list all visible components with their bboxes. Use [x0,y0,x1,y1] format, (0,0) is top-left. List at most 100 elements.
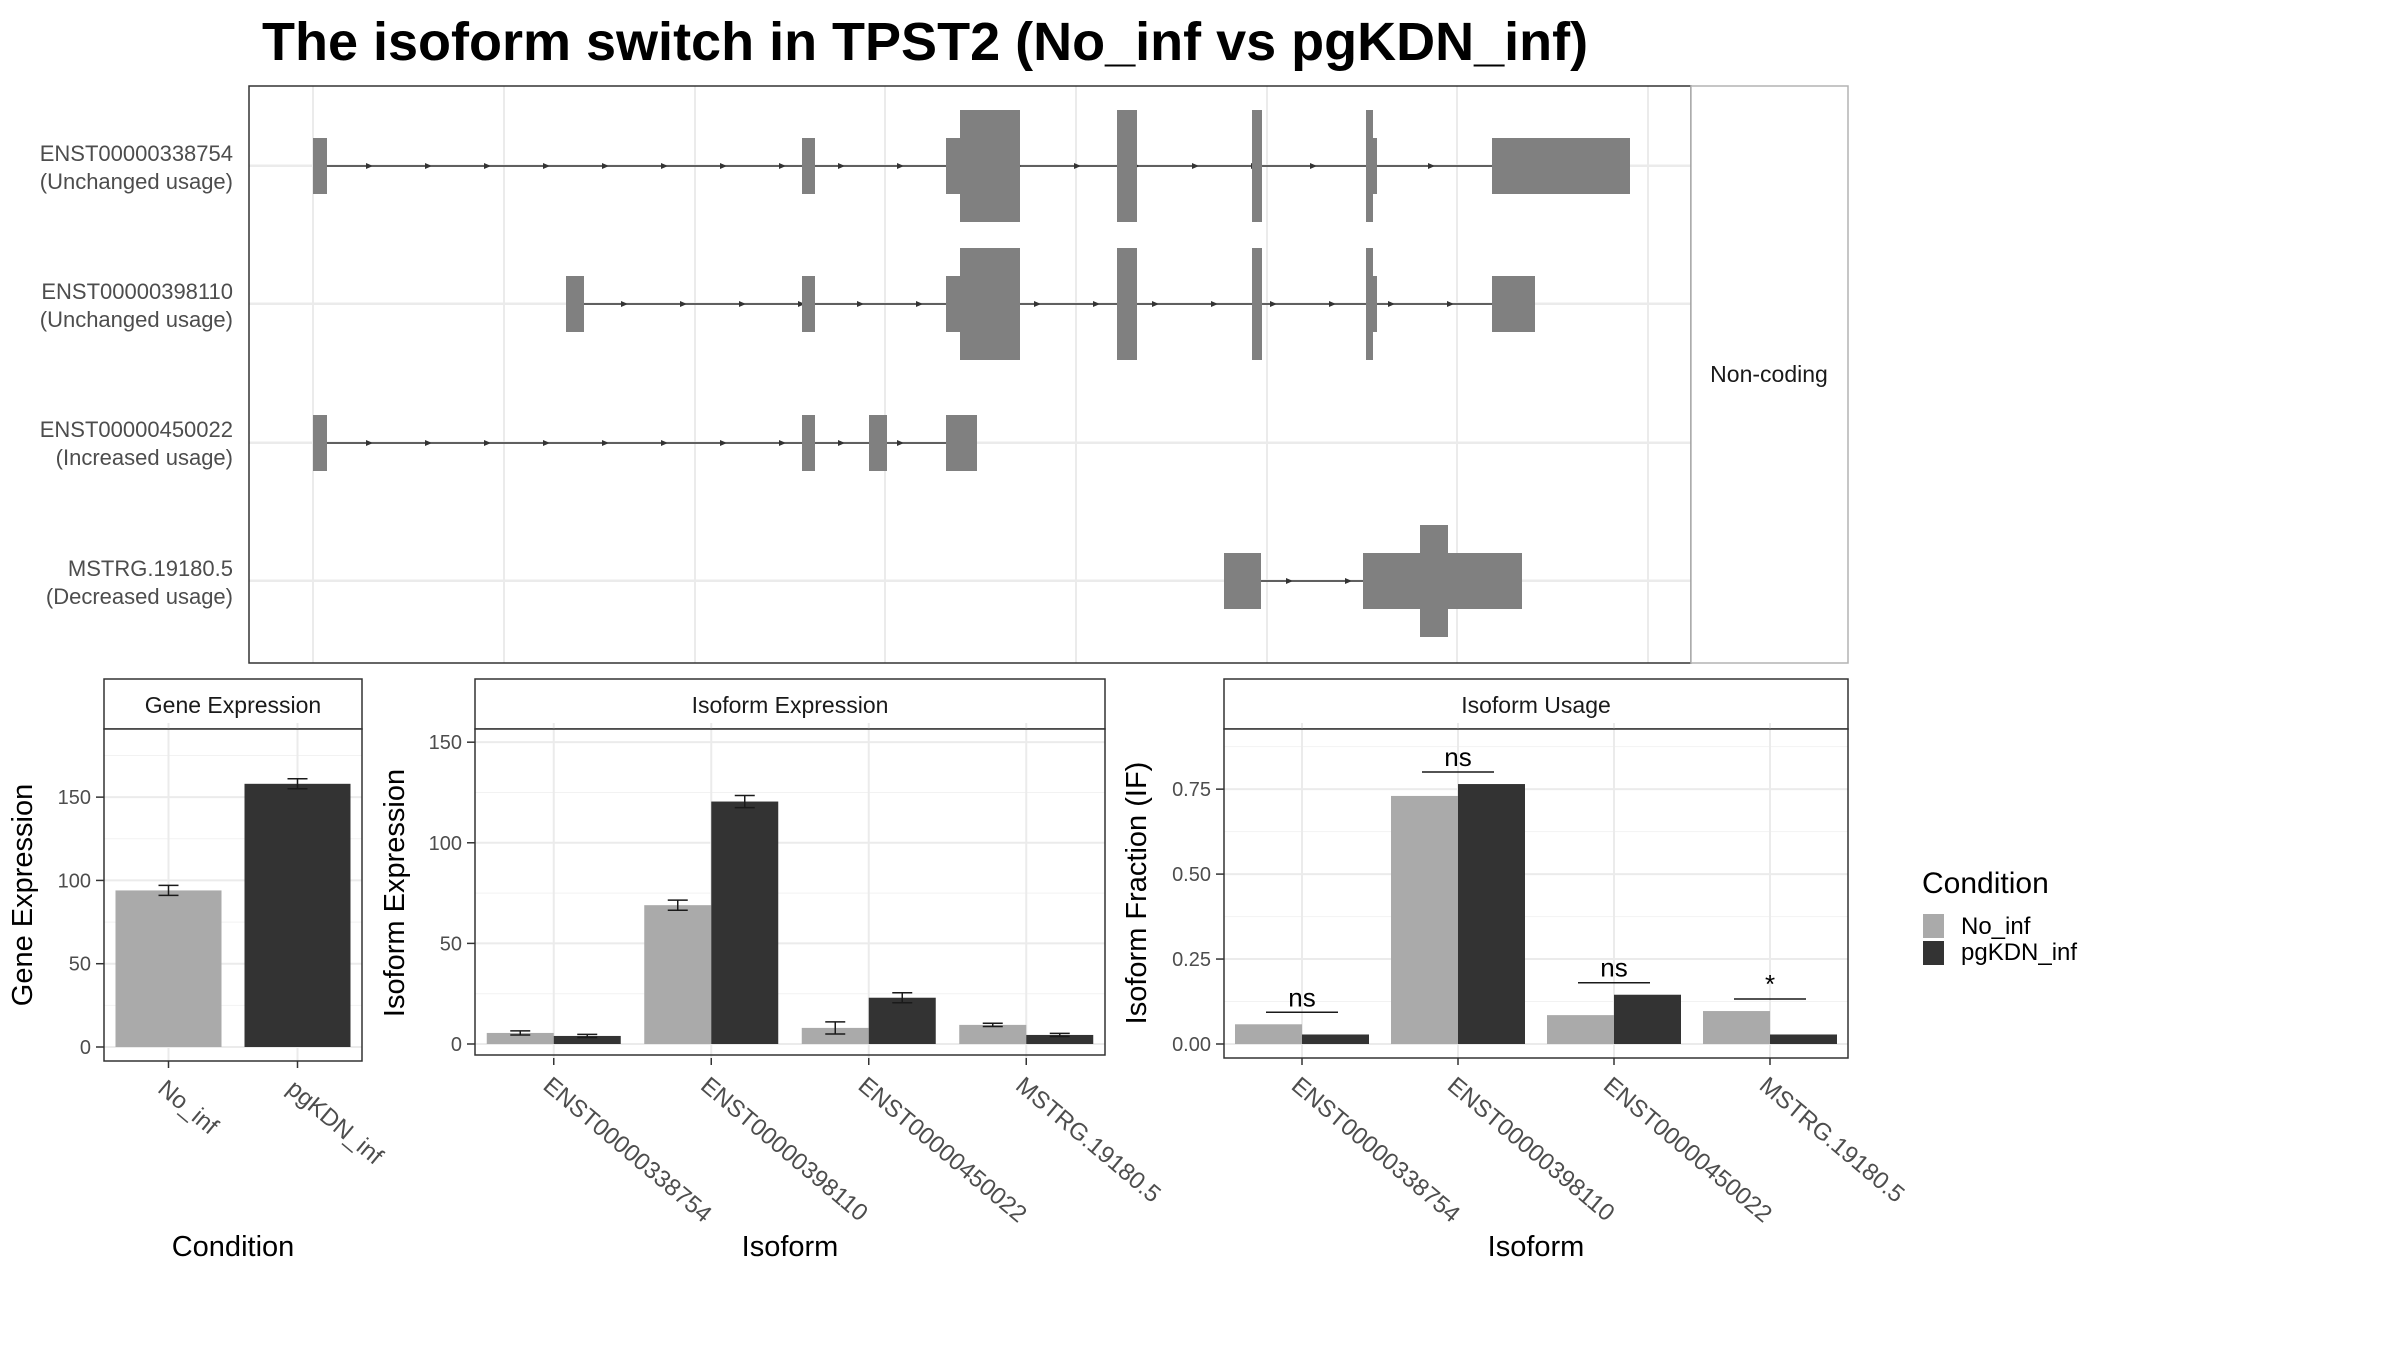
strand-arrow [661,163,668,169]
gene-expression-strip-title: Gene Expression [145,692,321,718]
noncoding-exon [946,138,960,194]
error-bar [577,1033,598,1039]
strand-arrow [720,440,727,446]
strand-arrow [484,163,491,169]
significance-label: ns [1288,982,1315,1012]
noncoding-exon [869,415,887,471]
noncoding-exon [1373,276,1377,332]
bar [711,801,779,1044]
noncoding-exon [1373,138,1377,194]
isoform-expression-plot-frame [474,728,1106,1056]
strand-arrow [857,301,864,307]
error-bar [510,1030,531,1036]
isoform-usage-y-title: Isoform Fraction (IF) [1121,762,1153,1025]
y-tick-label: 0 [80,1037,91,1059]
isoform-usage-strip-title: Isoform Usage [1461,692,1611,718]
strand-arrow [1447,301,1454,307]
strand-arrow [680,301,687,307]
noncoding-exon [946,276,960,332]
x-tick-label: ENST00000398110 [1442,1072,1620,1227]
noncoding-exon [802,276,815,332]
bar [486,1032,554,1044]
x-tick-label: ENST00000398110 [695,1072,873,1227]
transcript-track-2 [566,248,1535,360]
error-bar [825,1021,846,1035]
strand-arrow [779,440,786,446]
strand-arrow [838,163,845,169]
gene-expression-strip-box [103,678,363,730]
bar [1302,1034,1369,1044]
isoform-usage-panel: Isoform Usage ns ns ns * 0.00 0.25 0.50 0.75 E… [1121,678,1909,1263]
strand-arrow [720,163,727,169]
strand-arrow [366,163,373,169]
noncoding-exon [946,415,977,471]
noncoding-exon [1492,138,1630,194]
strand-arrow [1074,163,1081,169]
coding-exon [1117,110,1137,222]
transcript-track-1 [313,110,1630,222]
isoform-usage-marks: ns ns ns * [1235,742,1837,1044]
isoform-usage-plot-bg [1224,729,1848,1058]
bar [1458,784,1525,1044]
track-name-2: ENST00000398110 [41,279,233,304]
strand-arrow [543,163,550,169]
coding-exon [1117,248,1137,360]
significance-label: * [1765,969,1775,999]
noncoding-exon [313,415,327,471]
gene-expression-marks [115,778,351,1047]
noncoding-exon [1224,553,1261,609]
legend-label-no-inf: No_inf [1961,913,2031,940]
coding-exon [960,110,1020,222]
strand-arrow [916,301,923,307]
coding-exon [1366,248,1373,360]
gene-expression-x-title: Condition [172,1231,295,1263]
y-tick-label: 0.25 [1172,949,1211,971]
x-tick-label: MSTRG.19180.5 [1010,1072,1165,1208]
isoform-usage-plot-frame [1223,728,1849,1059]
y-tick-label: 0.75 [1172,779,1211,801]
isoform-expression-marks [486,794,1094,1044]
strand-arrow [1152,301,1159,307]
coding-exon [1252,110,1262,222]
track-name-1: ENST00000338754 [40,141,233,166]
legend: Condition No_inf pgKDN_inf [1922,867,2077,966]
isoform-usage-x-title: Isoform [1488,1231,1585,1263]
transcript-track-3 [313,415,977,471]
gene-expression-panel: Gene Expression 0 50 100 150 No_inf pgKDN_in… [7,678,389,1263]
isoform-expression-strip-box [474,678,1106,730]
x-tick-label: pgKDN_inf [282,1075,389,1171]
strand-arrow [798,301,805,307]
track-name-3: ENST00000450022 [40,417,233,442]
strand-arrow [602,440,609,446]
isoform-expression-y-axis: 0 50 100 150 [429,732,475,1056]
transcript-structure-panel: Non-coding ENST00000338754 (Unchanged us… [40,85,1849,664]
strand-arrow [1192,163,1199,169]
error-bar [287,778,308,790]
track-usage-4: (Decreased usage) [46,584,233,609]
bar [1235,1024,1302,1044]
x-tick-label: ENST00000338754 [538,1072,717,1228]
error-bar [982,1022,1003,1028]
strand-arrow [425,440,432,446]
gene-expression-y-axis: 0 50 100 150 [58,787,104,1059]
strand-arrow [1428,163,1435,169]
significance-annotation: ns [1578,953,1650,984]
structure-marks [313,110,1630,637]
y-tick-label: 150 [58,787,91,809]
bar [868,997,936,1044]
x-tick-label: ENST00000338754 [1286,1072,1465,1228]
x-tick-label: ENST00000450022 [853,1072,1032,1228]
y-tick-label: 50 [440,933,462,955]
noncoding-exon [802,138,815,194]
noncoding-exon [566,276,584,332]
significance-annotation: ns [1266,982,1338,1014]
coding-exon [1366,110,1373,222]
y-tick-label: 50 [69,954,91,976]
isoform-expression-strip-title: Isoform Expression [692,692,889,718]
significance-label: ns [1600,953,1627,983]
strand-arrow [1329,301,1336,307]
bar [115,890,222,1047]
strand-arrow [838,440,845,446]
noncoding-exon [1492,276,1535,332]
